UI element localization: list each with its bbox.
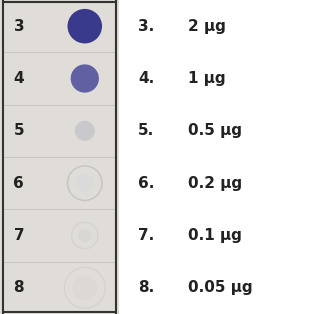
- Text: 7: 7: [14, 228, 24, 243]
- Text: 3: 3: [14, 19, 24, 34]
- Text: 7.: 7.: [138, 228, 154, 243]
- Bar: [0, 0, 119, 314]
- Text: 5.: 5.: [138, 123, 154, 138]
- Text: 5: 5: [14, 123, 24, 138]
- Text: 2 μg: 2 μg: [188, 19, 226, 34]
- Text: 4: 4: [14, 71, 24, 86]
- Circle shape: [72, 275, 97, 300]
- Text: 8.: 8.: [138, 280, 154, 295]
- Text: 0.5 μg: 0.5 μg: [188, 123, 242, 138]
- Circle shape: [68, 9, 102, 43]
- Text: 0.05 μg: 0.05 μg: [188, 280, 253, 295]
- Text: 6: 6: [14, 176, 24, 191]
- Circle shape: [71, 64, 99, 93]
- Circle shape: [75, 174, 94, 192]
- Circle shape: [75, 121, 95, 141]
- Text: 4.: 4.: [138, 71, 154, 86]
- Text: 0.2 μg: 0.2 μg: [188, 176, 242, 191]
- Text: 6.: 6.: [138, 176, 154, 191]
- Circle shape: [78, 229, 92, 242]
- Text: 0.1 μg: 0.1 μg: [188, 228, 242, 243]
- Text: 8: 8: [14, 280, 24, 295]
- Text: 1 μg: 1 μg: [188, 71, 226, 86]
- Text: 3.: 3.: [138, 19, 154, 34]
